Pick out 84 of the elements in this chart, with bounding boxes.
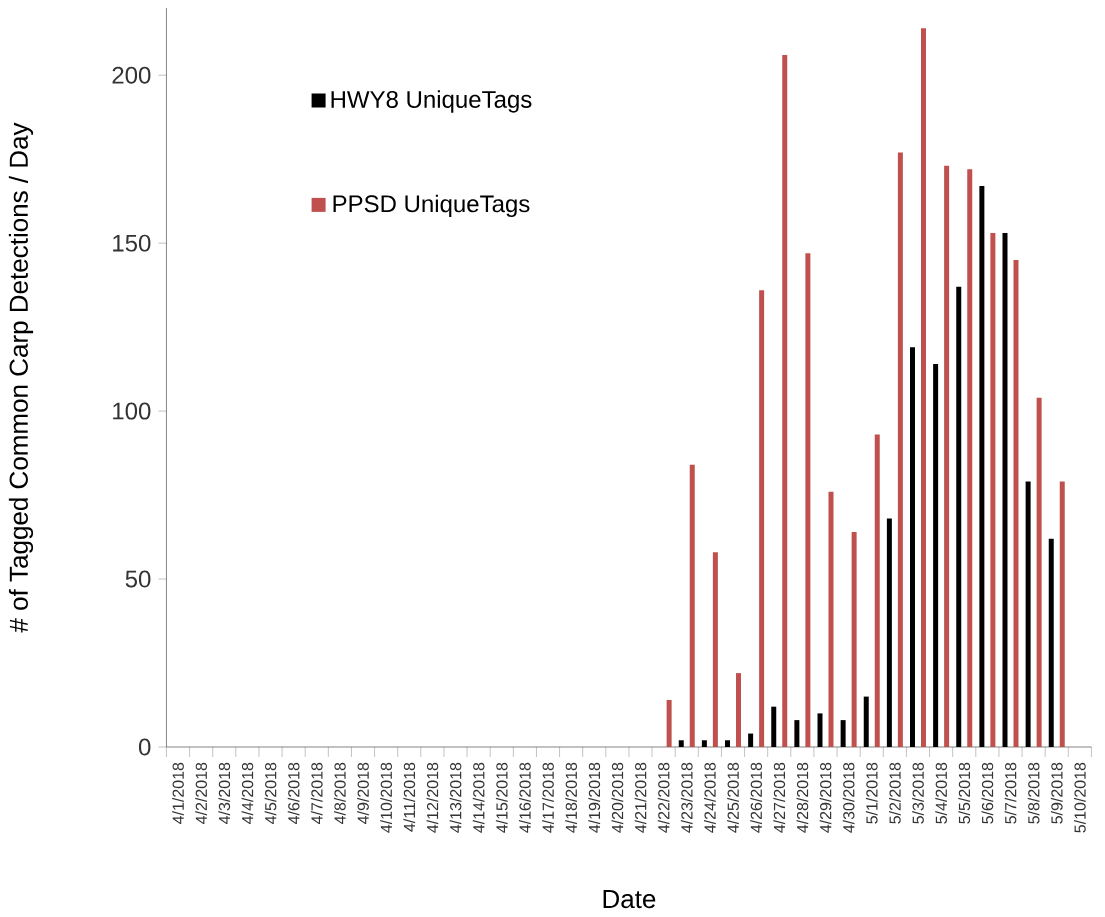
- y-tick-label: 100: [113, 402, 151, 420]
- bar: [874, 434, 880, 747]
- x-tick-label: 4/7/2018: [310, 762, 323, 824]
- bar: [759, 290, 765, 747]
- bar: [678, 740, 684, 747]
- x-tick-label: 5/4/2018: [935, 762, 947, 824]
- x-tick-label: 4/14/2018: [472, 762, 485, 833]
- x-tick-label: 5/1/2018: [865, 762, 878, 824]
- bar: [990, 233, 996, 747]
- x-tick-label: 4/27/2018: [773, 762, 786, 833]
- bar: [967, 169, 973, 747]
- bar: [921, 28, 926, 747]
- x-tick-label: 4/8/2018: [333, 762, 346, 824]
- x-tick-label: 4/24/2018: [703, 762, 716, 833]
- bar: [933, 364, 939, 747]
- x-tick-label: 4/3/2018: [218, 762, 231, 824]
- bar: [1002, 233, 1008, 747]
- bar: [1025, 481, 1031, 747]
- x-tick-label: 4/13/2018: [449, 762, 462, 833]
- bar: [736, 673, 741, 747]
- x-tick-label: 4/18/2018: [565, 762, 577, 833]
- x-tick-label: 4/28/2018: [796, 762, 809, 833]
- bar: [1013, 259, 1019, 747]
- bar: [1048, 538, 1054, 747]
- bar: [712, 552, 718, 747]
- x-tick-label: 4/4/2018: [241, 762, 254, 824]
- bar: [725, 740, 730, 747]
- x-tick-label: 4/10/2018: [380, 762, 392, 833]
- bar: [1036, 397, 1042, 747]
- y-tick-label: 200: [112, 66, 151, 84]
- x-tick-label: 4/30/2018: [842, 762, 855, 833]
- x-tick-label: 4/15/2018: [495, 762, 508, 833]
- bar: [828, 491, 834, 747]
- x-tick-label: 4/1/2018: [172, 762, 184, 824]
- bar: [782, 55, 788, 747]
- x-tick-label: 4/25/2018: [727, 762, 739, 833]
- bar: [748, 733, 754, 747]
- y-axis-title: # of Tagged Common Carp Detections / Day: [8, 122, 34, 633]
- x-tick-label: 4/9/2018: [357, 762, 369, 824]
- x-tick-label: 4/16/2018: [518, 762, 531, 833]
- x-tick-label: 4/22/2018: [657, 762, 670, 833]
- bar: [840, 720, 846, 747]
- y-tick-label: 50: [125, 570, 151, 588]
- x-tick-label: 5/2/2018: [888, 762, 901, 824]
- x-tick-label: 4/2/2018: [195, 762, 208, 824]
- bar: [851, 532, 857, 747]
- x-tick-label: 4/26/2018: [750, 762, 762, 833]
- x-tick-label: 4/19/2018: [588, 762, 601, 833]
- x-tick-label: 4/17/2018: [542, 762, 554, 833]
- bar: [910, 347, 915, 747]
- bar: [666, 699, 672, 747]
- legend-label: HWY8 UniqueTags: [331, 90, 532, 113]
- x-tick-label: 4/6/2018: [287, 762, 300, 824]
- x-tick-label: 4/20/2018: [611, 762, 624, 833]
- x-tick-label: 4/29/2018: [819, 762, 832, 833]
- x-tick-label: 5/10/2018: [1073, 762, 1086, 833]
- x-tick-label: 5/3/2018: [912, 762, 924, 824]
- x-tick-label: 5/9/2018: [1050, 762, 1063, 824]
- x-tick-label: 5/7/2018: [1004, 762, 1017, 824]
- bar: [979, 186, 985, 747]
- bar: [944, 165, 950, 747]
- x-tick-label: 4/11/2018: [403, 762, 416, 832]
- bar: [794, 720, 800, 747]
- x-tick-label: 4/23/2018: [680, 762, 693, 833]
- x-tick-label: 5/5/2018: [958, 762, 971, 824]
- x-axis-title: Date: [603, 890, 656, 909]
- bar: [805, 253, 811, 747]
- x-tick-label: 5/6/2018: [981, 762, 994, 824]
- bar: [701, 740, 707, 747]
- y-tick-label: 150: [113, 234, 151, 252]
- bar: [771, 706, 777, 747]
- bar: [817, 713, 823, 747]
- x-tick-label: 4/21/2018: [634, 762, 647, 833]
- x-tick-label: 5/8/2018: [1027, 762, 1040, 824]
- legend-label: PPSD UniqueTags: [333, 194, 530, 218]
- bar: [956, 286, 962, 747]
- y-tick-label: 0: [138, 738, 151, 756]
- bar: [863, 696, 869, 747]
- x-tick-label: 4/5/2018: [264, 762, 277, 824]
- x-tick-label: 4/12/2018: [426, 762, 439, 833]
- bar: [886, 518, 892, 747]
- bar: [1059, 481, 1065, 747]
- bar: [689, 464, 695, 747]
- bar: [897, 152, 903, 747]
